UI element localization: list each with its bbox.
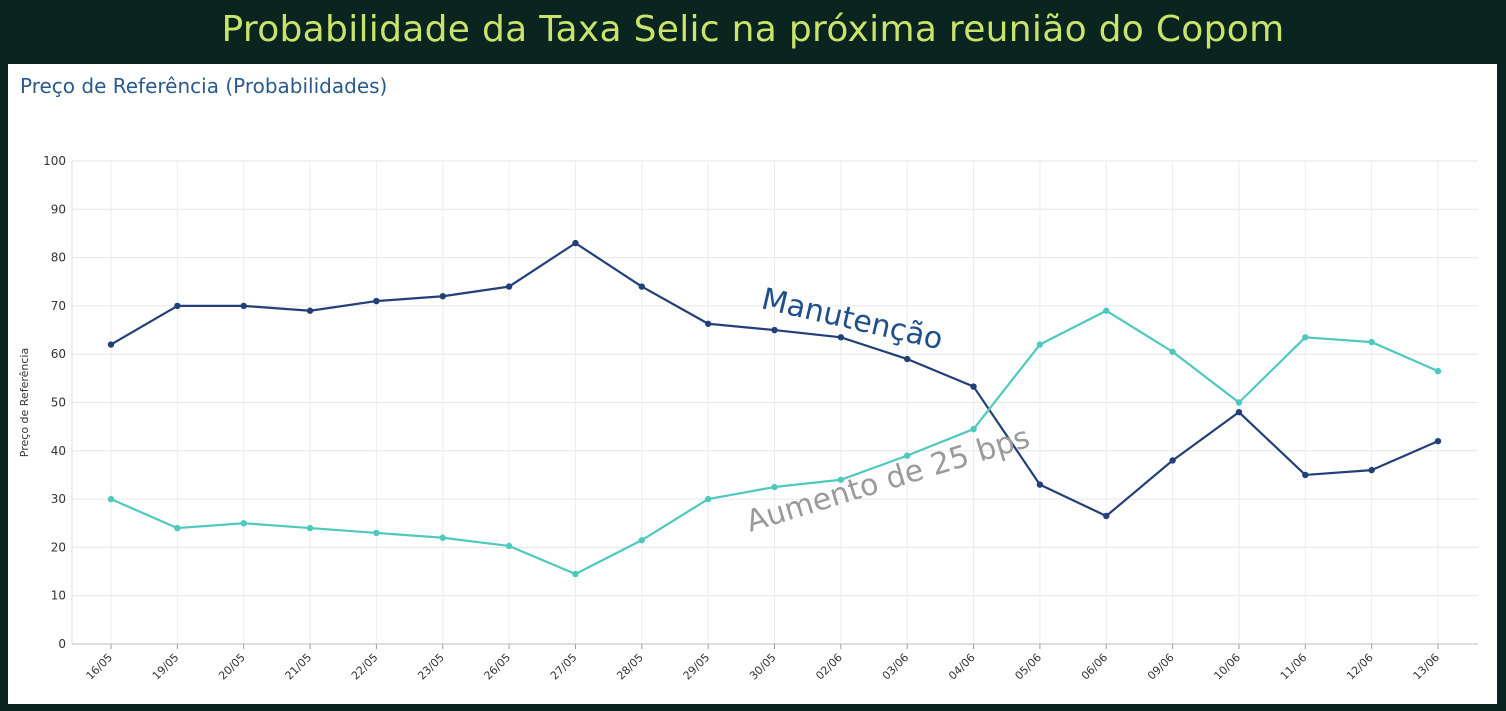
data-point bbox=[373, 529, 380, 537]
data-point bbox=[1036, 481, 1044, 488]
data-point bbox=[439, 293, 446, 300]
panel-title: Preço de Referência (Probabilidades) bbox=[20, 74, 388, 98]
data-point bbox=[107, 495, 115, 503]
x-tick-label: 05/06 bbox=[1012, 651, 1044, 683]
x-tick-label: 09/06 bbox=[1145, 651, 1177, 683]
data-point bbox=[107, 341, 115, 348]
x-tick-label: 29/05 bbox=[681, 651, 713, 683]
data-point bbox=[1235, 399, 1243, 406]
banner: Probabilidade da Taxa Selic na próxima r… bbox=[0, 0, 1506, 58]
data-point bbox=[439, 534, 446, 541]
data-point bbox=[373, 297, 380, 305]
grid bbox=[72, 160, 1478, 645]
data-point bbox=[904, 355, 911, 363]
y-tick-label: 60 bbox=[51, 347, 66, 361]
x-tick-label: 13/06 bbox=[1411, 651, 1443, 683]
data-point bbox=[638, 536, 645, 544]
data-point bbox=[572, 570, 579, 578]
data-point bbox=[904, 452, 911, 459]
x-tick-label: 22/05 bbox=[349, 651, 381, 683]
x-tick-label: 16/05 bbox=[84, 651, 116, 683]
x-tick-label: 02/06 bbox=[813, 651, 845, 683]
y-tick-label: 40 bbox=[51, 444, 66, 458]
y-tick-label: 90 bbox=[51, 202, 66, 216]
x-tick-label: 12/06 bbox=[1344, 651, 1376, 683]
data-point bbox=[1169, 457, 1176, 464]
data-point bbox=[174, 524, 181, 532]
data-point bbox=[837, 334, 845, 341]
data-point bbox=[1434, 367, 1442, 375]
annotation-manutencao: Manutenção bbox=[758, 282, 946, 358]
x-tick-label: 20/05 bbox=[216, 651, 248, 683]
series-group bbox=[107, 239, 1442, 578]
data-point bbox=[970, 383, 977, 390]
data-point bbox=[1434, 437, 1442, 445]
data-point bbox=[704, 495, 712, 503]
x-tick-label: 26/05 bbox=[482, 651, 514, 683]
data-point bbox=[240, 302, 247, 310]
data-point bbox=[505, 283, 513, 290]
data-point bbox=[1368, 466, 1375, 474]
data-point bbox=[505, 542, 513, 550]
data-point bbox=[306, 307, 314, 314]
data-point bbox=[240, 520, 247, 527]
data-point bbox=[771, 483, 778, 491]
x-tick-label: 19/05 bbox=[150, 651, 182, 683]
data-point bbox=[1368, 338, 1375, 346]
data-point bbox=[1302, 334, 1309, 341]
x-tick-label: 03/06 bbox=[880, 651, 912, 683]
x-tick-label: 30/05 bbox=[747, 651, 779, 683]
y-tick-label: 30 bbox=[51, 492, 66, 506]
data-point bbox=[572, 239, 579, 247]
y-tick-label: 70 bbox=[51, 299, 66, 313]
y-tick-label: 20 bbox=[51, 540, 66, 554]
y-tick-label: 100 bbox=[43, 154, 66, 168]
x-tick-label: 27/05 bbox=[548, 651, 580, 683]
data-point bbox=[174, 302, 181, 310]
x-tick-label: 21/05 bbox=[283, 651, 315, 683]
data-point bbox=[1235, 408, 1243, 416]
y-tick-label: 0 bbox=[58, 637, 66, 651]
data-point bbox=[1302, 471, 1309, 479]
y-tick-label: 80 bbox=[51, 251, 66, 265]
data-point bbox=[837, 476, 845, 483]
x-tick-label: 28/05 bbox=[614, 651, 646, 683]
x-tick-label: 23/05 bbox=[415, 651, 447, 683]
data-point bbox=[1103, 307, 1110, 314]
data-point bbox=[1036, 341, 1044, 348]
x-tick-label: 10/06 bbox=[1211, 651, 1243, 683]
x-tick-label: 06/06 bbox=[1079, 651, 1111, 683]
data-point bbox=[306, 524, 314, 532]
axes: 0 10 20 30 40 50 60 70 80 90 100 16/05 19/05 20/05 21/… bbox=[18, 154, 1478, 683]
y-tick-label: 10 bbox=[51, 589, 66, 603]
data-point bbox=[771, 326, 778, 334]
y-tick-label: 50 bbox=[51, 396, 66, 410]
x-tick-label: 11/06 bbox=[1278, 651, 1310, 683]
chart-panel: Preço de Referência (Probabilidades) 0 10… bbox=[8, 64, 1497, 704]
data-point bbox=[638, 283, 645, 290]
line-chart: 0 10 20 30 40 50 60 70 80 90 100 16/05 19/05 20/05 21/… bbox=[18, 154, 1478, 683]
data-point bbox=[1103, 512, 1110, 520]
y-axis-label: Preço de Referência bbox=[18, 348, 31, 457]
x-tick-label: 04/06 bbox=[946, 651, 978, 683]
data-point bbox=[704, 320, 712, 327]
annotation-aumento: Aumento de 25 bps bbox=[742, 420, 1034, 540]
data-point bbox=[970, 425, 977, 433]
data-point bbox=[1169, 348, 1176, 355]
banner-title: Probabilidade da Taxa Selic na próxima r… bbox=[221, 8, 1285, 50]
